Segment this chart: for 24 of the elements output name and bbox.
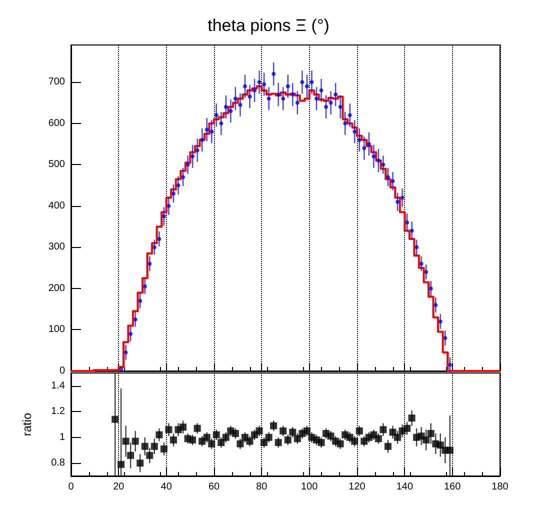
- x-tick-label: 180: [492, 482, 509, 492]
- x-tick-label: 60: [208, 482, 220, 492]
- x-tick-label: 100: [300, 482, 318, 492]
- y-tick-label: 0.8: [51, 458, 66, 469]
- y-tick-label: 1.2: [51, 406, 66, 418]
- y-tick-label: 400: [48, 200, 66, 212]
- y-axis-title: ratio: [20, 412, 34, 436]
- x-tick-label: 0: [68, 482, 74, 492]
- chart-title: theta pions Ξ (°): [208, 16, 330, 35]
- y-tick-label: 600: [48, 118, 66, 129]
- y-tick-label: 500: [48, 159, 66, 170]
- x-tick-label: 80: [256, 482, 268, 492]
- x-tick-label: 20: [113, 482, 125, 492]
- y-tick-label: 700: [48, 76, 66, 88]
- x-tick-label: 160: [444, 482, 462, 492]
- y-tick-label: 300: [48, 242, 66, 253]
- x-tick-label: 40: [160, 482, 172, 492]
- x-tick-label: 140: [396, 482, 414, 492]
- y-tick-label: 200: [48, 282, 66, 294]
- y-tick-label: 0: [59, 366, 66, 376]
- y-tick-label: 100: [48, 324, 66, 336]
- y-tick-label: 1: [59, 432, 66, 443]
- y-tick-label: 1.4: [51, 380, 66, 392]
- x-tick-label: 120: [348, 482, 366, 492]
